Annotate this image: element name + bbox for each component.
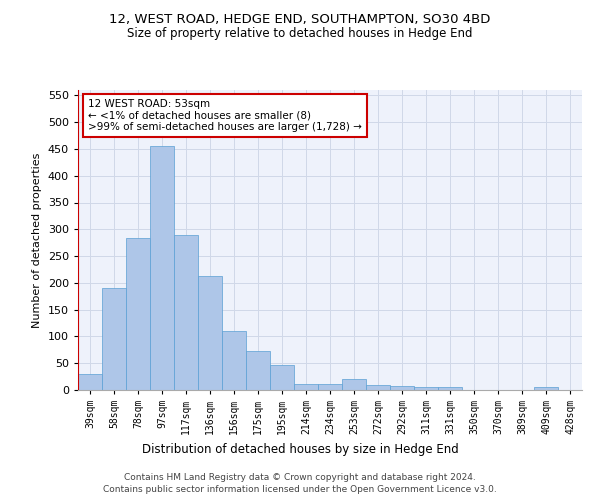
Bar: [222, 331, 246, 390]
Text: Contains HM Land Registry data © Crown copyright and database right 2024.: Contains HM Land Registry data © Crown c…: [124, 472, 476, 482]
Text: Distribution of detached houses by size in Hedge End: Distribution of detached houses by size …: [142, 442, 458, 456]
Y-axis label: Number of detached properties: Number of detached properties: [32, 152, 42, 328]
Bar: [390, 386, 414, 390]
Bar: [150, 146, 174, 390]
Text: 12 WEST ROAD: 53sqm
← <1% of detached houses are smaller (8)
>99% of semi-detach: 12 WEST ROAD: 53sqm ← <1% of detached ho…: [88, 99, 362, 132]
Bar: [366, 384, 390, 390]
Bar: [438, 388, 462, 390]
Bar: [270, 366, 294, 390]
Bar: [294, 384, 318, 390]
Bar: [126, 238, 150, 390]
Text: 12, WEST ROAD, HEDGE END, SOUTHAMPTON, SO30 4BD: 12, WEST ROAD, HEDGE END, SOUTHAMPTON, S…: [109, 12, 491, 26]
Text: Contains public sector information licensed under the Open Government Licence v3: Contains public sector information licen…: [103, 485, 497, 494]
Bar: [102, 288, 126, 390]
Bar: [78, 374, 102, 390]
Bar: [318, 384, 342, 390]
Bar: [174, 234, 198, 390]
Bar: [198, 276, 222, 390]
Bar: [414, 388, 438, 390]
Bar: [342, 380, 366, 390]
Bar: [246, 351, 270, 390]
Bar: [534, 388, 558, 390]
Text: Size of property relative to detached houses in Hedge End: Size of property relative to detached ho…: [127, 28, 473, 40]
